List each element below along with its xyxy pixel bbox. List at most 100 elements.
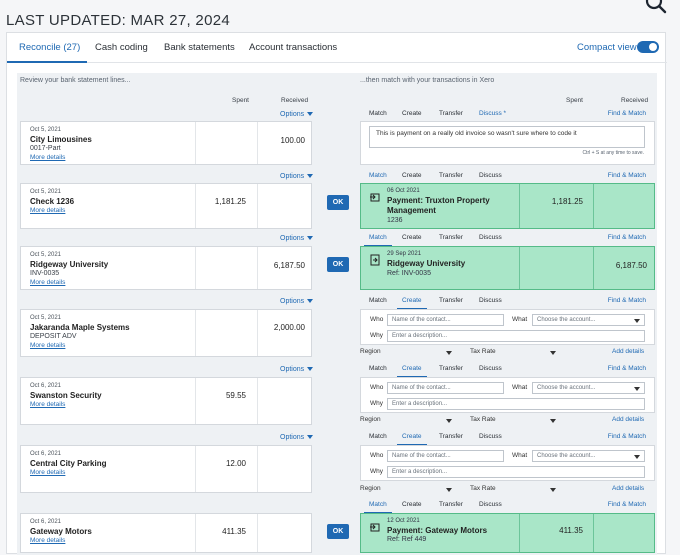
more-details-link[interactable]: More details	[30, 342, 66, 349]
find-match-link[interactable]: Find & Match	[607, 172, 646, 179]
tab-match[interactable]: Match	[369, 433, 387, 440]
ok-button[interactable]: OK	[327, 524, 349, 539]
tab-match[interactable]: Match	[369, 110, 387, 117]
tab-match[interactable]: Match	[369, 234, 387, 241]
add-details-link[interactable]: Add details	[612, 416, 645, 423]
tab-match[interactable]: Match	[369, 501, 387, 508]
tab-discuss[interactable]: Discuss	[479, 433, 502, 440]
selected-tab-indicator	[397, 308, 427, 310]
why-input[interactable]: Enter a description...	[387, 466, 645, 478]
region-select[interactable]: Region	[360, 348, 458, 358]
more-details-link[interactable]: More details	[30, 154, 66, 161]
who-label: Who	[370, 384, 384, 391]
tab-match[interactable]: Match	[369, 172, 387, 179]
options-dropdown[interactable]: Options	[280, 434, 314, 441]
tab-match[interactable]: Match	[369, 365, 387, 372]
match-tabs: Match Create Transfer Discuss Find & Mat…	[360, 501, 652, 514]
options-dropdown[interactable]: Options	[280, 366, 314, 373]
search-icon[interactable]	[642, 0, 670, 18]
more-details-link[interactable]: More details	[30, 401, 66, 408]
tab-reconcile[interactable]: Reconcile (27)	[19, 42, 81, 53]
ok-button[interactable]: OK	[327, 195, 349, 210]
create-form: Who Name of the contact... What Choose t…	[360, 445, 655, 481]
tab-discuss[interactable]: Discuss	[479, 501, 502, 508]
why-input[interactable]: Enter a description...	[387, 398, 645, 410]
who-input[interactable]: Name of the contact...	[387, 382, 504, 394]
tax-rate-select[interactable]: Tax Rate	[464, 416, 562, 426]
find-match-link[interactable]: Find & Match	[607, 110, 646, 117]
options-dropdown[interactable]: Options	[280, 173, 314, 180]
top-bar: LAST UPDATED: MAR 27, 2024	[0, 0, 680, 33]
chevron-down-icon	[446, 488, 452, 492]
find-match-link[interactable]: Find & Match	[607, 365, 646, 372]
create-form: Who Name of the contact... What Choose t…	[360, 377, 655, 413]
why-input[interactable]: Enter a description...	[387, 330, 645, 342]
more-details-link[interactable]: More details	[30, 469, 66, 476]
match-date: 29 Sep 2021	[387, 251, 422, 257]
tab-transfer[interactable]: Transfer	[439, 110, 463, 117]
tab-create[interactable]: Create	[402, 234, 422, 241]
match-payee: Payment: Truxton Property Management	[387, 196, 490, 215]
who-label: Who	[370, 452, 384, 459]
what-select[interactable]: Choose the account...	[532, 450, 645, 462]
tab-transfer[interactable]: Transfer	[439, 433, 463, 440]
right-spent-header: Spent	[566, 97, 583, 104]
what-select[interactable]: Choose the account...	[532, 314, 645, 326]
why-label: Why	[370, 332, 383, 339]
tab-discuss[interactable]: Discuss	[479, 172, 502, 179]
tab-discuss[interactable]: Discuss *	[479, 110, 507, 117]
discuss-textarea[interactable]: This is payment on a really old invoice …	[369, 126, 645, 148]
matched-transaction[interactable]: 12 Oct 2021 Payment: Gateway Motors Ref:…	[360, 513, 655, 553]
tab-create[interactable]: Create	[402, 501, 422, 508]
more-details-link[interactable]: More details	[30, 207, 66, 214]
chevron-down-icon	[634, 455, 640, 459]
tab-discuss[interactable]: Discuss	[479, 297, 502, 304]
find-match-link[interactable]: Find & Match	[607, 234, 646, 241]
ok-button[interactable]: OK	[327, 257, 349, 272]
line-payee: Check 1236	[30, 197, 75, 206]
add-details-link[interactable]: Add details	[612, 348, 645, 355]
line-payee: Gateway Motors	[30, 527, 92, 536]
active-tab-indicator	[7, 61, 87, 63]
tab-create[interactable]: Create	[402, 110, 422, 117]
tab-bank-statements[interactable]: Bank statements	[164, 42, 235, 53]
line-received: 100.00	[280, 136, 305, 145]
who-input[interactable]: Name of the contact...	[387, 314, 504, 326]
tab-transfer[interactable]: Transfer	[439, 501, 463, 508]
what-label: What	[512, 316, 528, 323]
tab-create[interactable]: Create	[402, 297, 422, 304]
tab-match[interactable]: Match	[369, 297, 387, 304]
tab-transfer[interactable]: Transfer	[439, 297, 463, 304]
find-match-link[interactable]: Find & Match	[607, 433, 646, 440]
tab-transfer[interactable]: Transfer	[439, 365, 463, 372]
tab-account-transactions[interactable]: Account transactions	[249, 42, 338, 53]
tab-transfer[interactable]: Transfer	[439, 172, 463, 179]
line-spent: 411.35	[222, 527, 246, 536]
tab-create[interactable]: Create	[402, 172, 422, 179]
tab-transfer[interactable]: Transfer	[439, 234, 463, 241]
options-dropdown[interactable]: Options	[280, 111, 314, 118]
region-select[interactable]: Region	[360, 416, 458, 426]
find-match-link[interactable]: Find & Match	[607, 501, 646, 508]
more-details-link[interactable]: More details	[30, 537, 66, 544]
match-date: 06 Oct 2021	[387, 188, 420, 194]
more-details-link[interactable]: More details	[30, 279, 66, 286]
tab-create[interactable]: Create	[402, 433, 422, 440]
find-match-link[interactable]: Find & Match	[607, 297, 646, 304]
compact-view-toggle[interactable]	[637, 41, 659, 53]
options-dropdown[interactable]: Options	[280, 298, 314, 305]
matched-transaction[interactable]: 29 Sep 2021 Ridgeway University Ref: INV…	[360, 246, 655, 290]
region-select[interactable]: Region	[360, 485, 458, 495]
tab-cash-coding[interactable]: Cash coding	[95, 42, 148, 53]
create-form: Who Name of the contact... What Choose t…	[360, 309, 655, 345]
tax-rate-select[interactable]: Tax Rate	[464, 348, 562, 358]
tab-discuss[interactable]: Discuss	[479, 365, 502, 372]
tax-rate-select[interactable]: Tax Rate	[464, 485, 562, 495]
tab-discuss[interactable]: Discuss	[479, 234, 502, 241]
matched-transaction[interactable]: 06 Oct 2021 Payment: Truxton Property Ma…	[360, 183, 655, 229]
what-select[interactable]: Choose the account...	[532, 382, 645, 394]
tab-create[interactable]: Create	[402, 365, 422, 372]
options-dropdown[interactable]: Options	[280, 235, 314, 242]
add-details-link[interactable]: Add details	[612, 485, 645, 492]
who-input[interactable]: Name of the contact...	[387, 450, 504, 462]
